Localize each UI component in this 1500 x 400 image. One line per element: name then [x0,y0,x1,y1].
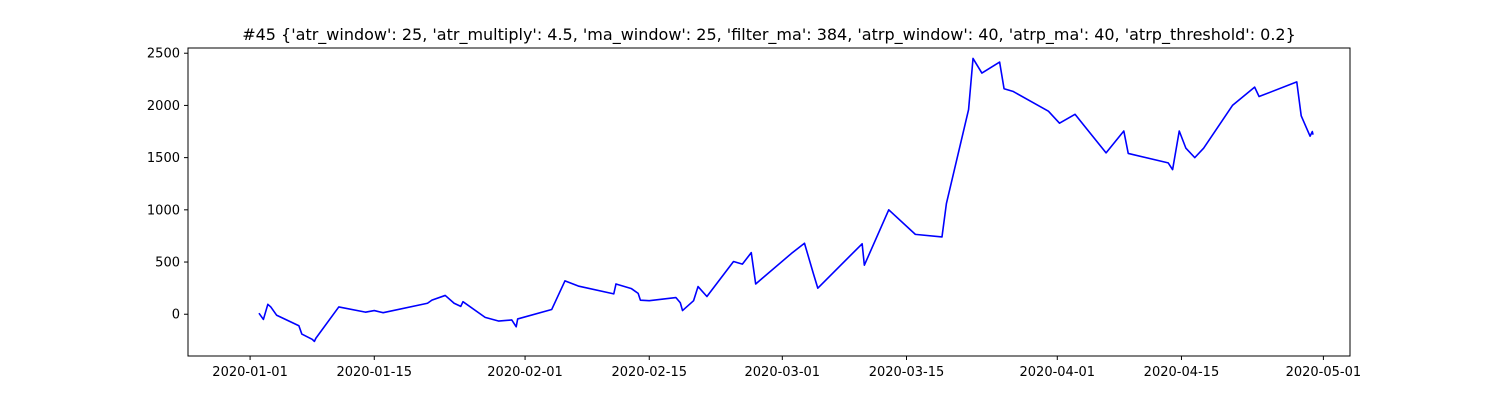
y-tick-label: 2000 [147,99,180,114]
x-tick-label: 2020-02-01 [487,365,563,380]
series-line [258,57,1314,343]
plot-series [258,57,1314,343]
x-tick-label: 2020-04-15 [1144,365,1220,380]
x-tick-label: 2020-05-01 [1286,365,1362,380]
x-tick-label: 2020-04-01 [1020,365,1096,380]
x-tick-label: 2020-03-15 [869,365,945,380]
x-tick-label: 2020-02-15 [611,365,687,380]
plot-frame [187,47,1351,357]
x-tick-label: 2020-01-01 [212,365,288,380]
x-axis: 2020-01-01 2020-01-15 2020-02-01 2020-02-15… [212,356,1361,380]
y-tick-label: 1500 [147,151,180,166]
chart-title: #45 {'atr_window': 25, 'atr_multiply': 4… [242,25,1296,45]
y-axis: 0 500 1000 1500 2000 2500 [147,47,188,323]
y-tick-label: 1000 [147,203,180,218]
x-tick-label: 2020-01-15 [336,365,412,380]
y-tick-label: 0 [172,308,180,323]
y-tick-label: 2500 [147,47,180,62]
y-tick-label: 500 [155,256,180,271]
x-tick-label: 2020-03-01 [745,365,821,380]
